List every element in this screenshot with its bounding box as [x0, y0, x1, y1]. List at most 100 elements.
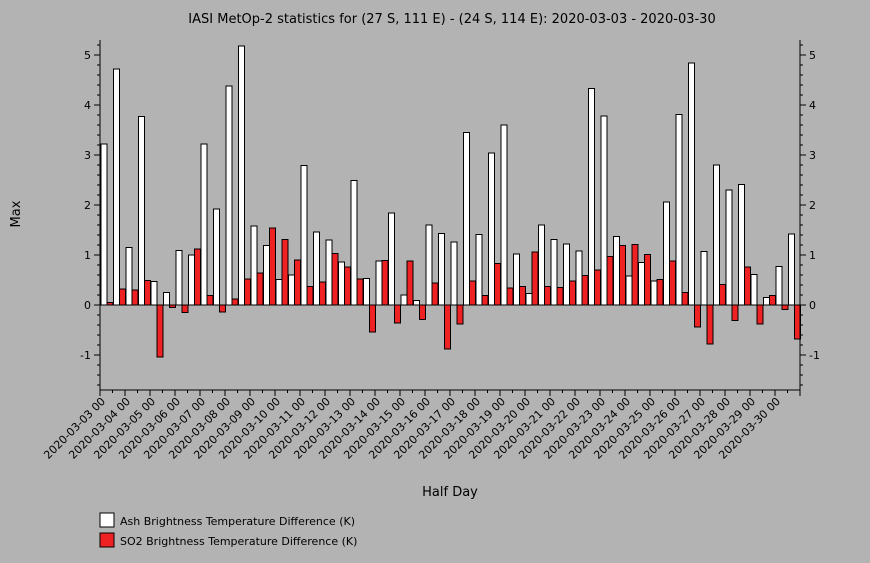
- ash-bar: [788, 233, 795, 306]
- so2-bar: [319, 281, 326, 306]
- ash-bar: [150, 281, 158, 306]
- y-axis-left: -1 0 1 2 3 4 5: [80, 40, 101, 390]
- so2-bar: [294, 259, 301, 306]
- so2-bar: [369, 304, 376, 333]
- ash-bar: [238, 45, 245, 306]
- ash-bar: [575, 250, 583, 306]
- legend-label-so2: SO2 Brightness Temperature Difference (K…: [120, 535, 357, 548]
- ash-bar: [413, 300, 420, 306]
- so2-bar: [269, 227, 276, 306]
- so2-bar: [756, 304, 764, 325]
- y-tick-label: 5: [84, 49, 91, 62]
- so2-bar: [581, 275, 589, 306]
- y-tick-label: 3: [809, 149, 816, 162]
- so2-bar: [781, 304, 789, 310]
- ash-bar: [263, 245, 270, 306]
- so2-bar: [531, 251, 539, 306]
- ash-bar: [650, 280, 658, 306]
- ash-bar: [763, 297, 770, 306]
- ash-bar: [700, 251, 708, 306]
- ash-bar: [675, 114, 683, 306]
- so2-bar: [719, 284, 726, 306]
- so2-bar: [544, 286, 551, 306]
- so2-bar: [394, 304, 401, 324]
- y-tick-label: 4: [84, 99, 91, 112]
- so2-bar: [306, 286, 314, 306]
- legend: Ash Brightness Temperature Difference (K…: [99, 512, 357, 548]
- so2-bar: [506, 287, 514, 306]
- so2-bar: [744, 266, 751, 306]
- ash-bar: [638, 262, 645, 306]
- ash-bar: [538, 224, 545, 306]
- so2-bar: [356, 278, 364, 306]
- so2-bar: [106, 302, 114, 306]
- so2-bar: [656, 279, 664, 306]
- so2-bar: [331, 253, 339, 306]
- legend-swatch-ash: [99, 512, 115, 528]
- so2-bar: [594, 269, 601, 306]
- y-tick-label: 2: [84, 199, 91, 212]
- so2-bar: [244, 278, 251, 306]
- y-tick-label: 0: [809, 299, 816, 312]
- so2-bar: [619, 245, 626, 306]
- ash-bar: [313, 231, 320, 306]
- ash-bar: [288, 274, 295, 306]
- so2-bar: [569, 280, 576, 306]
- ash-bar: [488, 152, 495, 306]
- ash-bar: [513, 253, 520, 306]
- y-tick-label: 1: [809, 249, 816, 262]
- ash-bar: [463, 132, 470, 306]
- ash-bar: [350, 180, 358, 306]
- ash-bar: [338, 261, 345, 306]
- ash-bar: [125, 247, 133, 306]
- ash-bar: [500, 124, 508, 306]
- so2-bar: [231, 298, 239, 306]
- so2-bar: [256, 272, 264, 306]
- plot-area: [100, 45, 801, 358]
- so2-bar: [494, 263, 501, 306]
- so2-bar: [731, 304, 739, 321]
- y-axis-right: -1 0 1 2 3 4 5: [799, 40, 820, 390]
- ash-bar: [113, 68, 120, 306]
- ash-bar: [725, 189, 733, 306]
- so2-bar: [169, 304, 176, 308]
- y-tick-label: 3: [84, 149, 91, 162]
- ash-bar: [200, 143, 208, 306]
- ash-bar: [275, 279, 283, 306]
- ash-bar: [613, 236, 620, 306]
- so2-bar: [481, 295, 489, 306]
- ash-bar: [775, 266, 783, 306]
- ash-bar: [625, 275, 633, 306]
- so2-bar: [181, 304, 189, 313]
- so2-bar: [456, 304, 464, 325]
- so2-bar: [444, 304, 451, 350]
- ash-bar: [738, 184, 745, 306]
- so2-bar: [144, 280, 151, 306]
- ash-bar: [450, 241, 458, 306]
- so2-bar: [669, 260, 676, 306]
- so2-bar: [556, 287, 564, 306]
- ash-bar: [688, 62, 695, 306]
- ash-bar: [325, 239, 333, 306]
- so2-bar: [681, 292, 689, 306]
- so2-bar: [219, 304, 226, 313]
- y-tick-label: -1: [80, 349, 91, 362]
- ash-bar: [250, 225, 258, 306]
- ash-bar: [400, 294, 408, 306]
- so2-bar: [469, 280, 476, 306]
- ash-bar: [375, 260, 383, 306]
- ash-bar: [425, 224, 433, 306]
- ash-bar: [138, 116, 145, 306]
- y-axis-label: Max: [9, 200, 24, 227]
- so2-bar: [606, 256, 614, 306]
- ash-bar: [225, 85, 233, 306]
- so2-bar: [631, 244, 639, 306]
- so2-bar: [119, 288, 126, 306]
- y-tick-label: 5: [809, 49, 816, 62]
- ash-bar: [163, 292, 170, 306]
- so2-bar: [194, 248, 201, 306]
- ash-bar: [188, 254, 195, 306]
- x-axis-label: Half Day: [422, 485, 478, 500]
- ash-bar: [525, 293, 533, 306]
